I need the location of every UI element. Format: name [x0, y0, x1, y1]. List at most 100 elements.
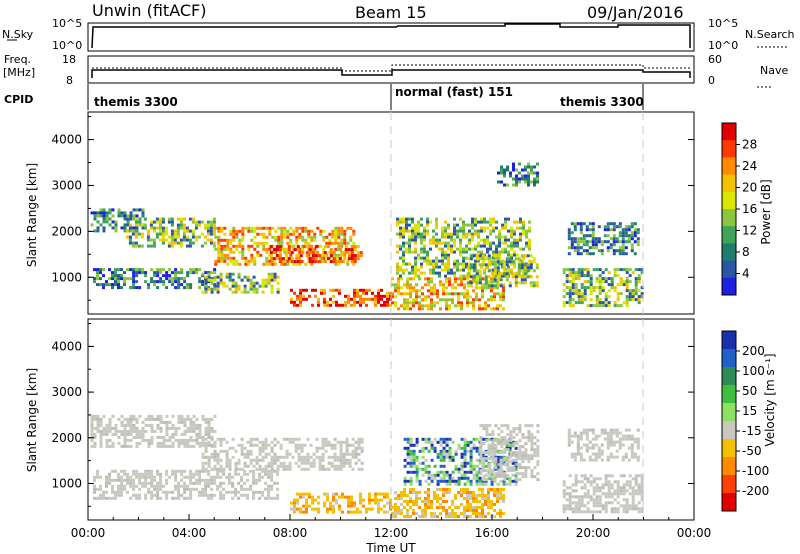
echo-cell	[415, 476, 419, 480]
echo-cell	[402, 262, 405, 266]
echo-cell	[570, 246, 574, 250]
echo-cell	[301, 229, 305, 233]
echo-cell	[433, 292, 436, 296]
echo-cell	[117, 277, 120, 281]
echo-cell	[406, 283, 409, 287]
echo-cell	[502, 295, 505, 299]
echo-cell	[96, 423, 100, 427]
echo-cell	[640, 492, 644, 496]
echo-cell	[312, 458, 316, 462]
echo-cell	[237, 272, 241, 276]
echo-cell	[108, 472, 111, 476]
echo-cell	[481, 254, 485, 258]
echo-cell	[445, 292, 448, 296]
echo-cell	[352, 262, 356, 266]
echo-cell	[346, 262, 350, 266]
echo-cell	[478, 506, 481, 509]
echo-cell	[414, 229, 417, 233]
echo-cell	[439, 307, 442, 311]
echo-cell	[282, 461, 286, 465]
echo-cell	[504, 235, 507, 239]
echo-cell	[627, 437, 631, 441]
echo-cell	[134, 220, 138, 224]
echo-cell	[448, 491, 451, 494]
echo-cell	[589, 498, 593, 502]
echo-cell	[176, 232, 180, 236]
echo-cell	[439, 440, 443, 444]
echo-cell	[323, 504, 326, 508]
echo-cell	[240, 493, 244, 497]
echo-cell	[417, 256, 420, 260]
echo-cell	[314, 507, 317, 511]
echo-cell	[481, 503, 484, 506]
echo-cell	[482, 478, 486, 482]
echo-cell	[368, 501, 371, 505]
echo-cell	[435, 223, 438, 227]
echo-cell	[497, 469, 501, 473]
echo-cell	[460, 446, 464, 450]
echo-cell	[491, 457, 495, 461]
echo-cell	[174, 271, 178, 275]
echo-cell	[226, 253, 230, 257]
echo-cell	[391, 506, 394, 509]
echo-cell	[637, 474, 641, 478]
echo-cell	[304, 238, 308, 242]
echo-cell	[204, 437, 208, 441]
echo-cell	[306, 455, 310, 459]
echo-cell	[204, 444, 208, 448]
echo-cell	[512, 445, 516, 449]
echo-cell	[454, 464, 458, 468]
echo-cell	[493, 260, 497, 264]
echo-cell	[391, 292, 394, 296]
echo-cell	[524, 168, 527, 172]
echo-cell	[108, 423, 112, 427]
echo-cell	[132, 274, 136, 278]
echo-cell	[609, 440, 613, 444]
echo-cell	[217, 235, 221, 239]
echo-cell	[518, 180, 521, 184]
echo-cell	[283, 235, 287, 239]
echo-cell	[138, 286, 142, 290]
echo-cell	[258, 490, 262, 494]
echo-cell	[147, 487, 151, 491]
echo-cell	[562, 271, 566, 275]
echo-cell	[565, 486, 569, 490]
echo-cell	[305, 245, 309, 249]
echo-cell	[357, 446, 361, 450]
echo-cell	[252, 290, 256, 294]
echo-cell	[332, 504, 335, 508]
echo-cell	[213, 278, 217, 282]
echo-cell	[499, 455, 503, 459]
velocity-colorbar-tick-label: 15	[742, 404, 757, 418]
echo-cell	[484, 494, 487, 497]
echo-cell	[150, 429, 154, 433]
echo-cell	[588, 440, 592, 444]
echo-cell	[210, 277, 214, 281]
echo-cell	[99, 268, 102, 272]
echo-cell	[400, 277, 403, 281]
echo-cell	[144, 496, 148, 500]
echo-cell	[463, 446, 467, 450]
echo-cell	[634, 283, 638, 287]
echo-cell	[565, 498, 569, 502]
echo-cell	[147, 286, 151, 290]
echo-cell	[448, 307, 451, 311]
echo-cell	[636, 237, 640, 241]
echo-cell	[435, 238, 438, 242]
echo-cell	[462, 232, 465, 236]
echo-cell	[276, 281, 280, 285]
echo-cell	[403, 301, 406, 305]
echo-cell	[234, 287, 238, 291]
echo-cell	[195, 472, 199, 476]
echo-cell	[532, 269, 536, 273]
echo-cell	[156, 469, 160, 473]
echo-cell	[633, 437, 637, 441]
echo-cell	[445, 449, 449, 453]
echo-cell	[574, 289, 578, 293]
echo-cell	[231, 284, 235, 288]
echo-cell	[586, 477, 590, 481]
echo-cell	[368, 495, 371, 499]
echo-cell	[153, 274, 157, 278]
echo-cell	[511, 479, 515, 483]
echo-cell	[279, 446, 283, 450]
